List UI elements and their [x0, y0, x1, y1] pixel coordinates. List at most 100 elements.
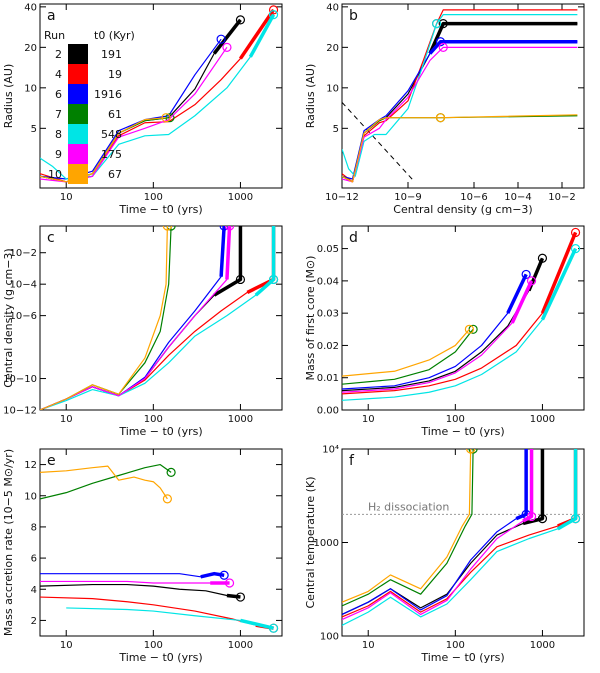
series-line-run-6 — [40, 38, 222, 180]
x-tick-label: 10 — [60, 640, 73, 651]
end-marker — [435, 113, 446, 123]
series-thick-run-9 — [225, 226, 232, 280]
series-line-run-2 — [342, 449, 544, 615]
series-line-run-4 — [342, 9, 578, 183]
legend-swatch — [68, 64, 88, 84]
y-tick-label: 0.01 — [317, 373, 339, 384]
end-marker — [435, 37, 446, 47]
series-thick-run-8 — [254, 226, 276, 297]
plot-area — [342, 227, 581, 401]
series-line-run-7 — [342, 449, 474, 607]
end-marker — [537, 253, 548, 263]
series-line-run-9 — [40, 226, 231, 410]
series-line-run-7 — [40, 463, 172, 500]
legend-run: 4 — [55, 68, 62, 81]
series-thick-run-9 — [522, 449, 534, 523]
series-line-run-7 — [40, 226, 172, 410]
legend-run: 10 — [48, 168, 62, 181]
plot-frame — [341, 225, 585, 411]
x-tick-label: 1000 — [530, 640, 555, 651]
series-line-run-10 — [342, 114, 578, 183]
x-axis-label: Time − t0 (yrs) — [420, 651, 504, 664]
y-tick-label: 0.02 — [317, 341, 339, 352]
y-axis-label: Radius (AU) — [2, 64, 15, 129]
end-marker — [162, 494, 172, 504]
end-marker — [268, 623, 279, 633]
legend-t0: 548 — [101, 128, 122, 141]
y-tick-label: 4 — [31, 585, 37, 596]
series-line-run-8 — [342, 14, 578, 177]
panel-f: 10 100 1000 100 1000 10⁴ Time − t0 (yrs) Centra… — [304, 445, 585, 664]
end-marker — [464, 324, 474, 334]
legend-run: 6 — [55, 88, 62, 101]
y-tick-label: 5 — [31, 124, 37, 135]
y-axis-label: Central density (g cm−3) — [2, 248, 15, 387]
end-marker — [526, 511, 537, 522]
x-tick-label: 10−9 — [394, 192, 421, 203]
legend-run: 7 — [55, 108, 62, 121]
legend-run: 8 — [55, 128, 62, 141]
x-tick-label: 100 — [144, 414, 163, 425]
series-thick-run-6 — [219, 226, 226, 277]
x-tick-label: 1000 — [228, 192, 253, 203]
end-marker — [570, 243, 581, 254]
y-axis-label: Central temperature (K) — [304, 477, 317, 609]
end-marker — [526, 276, 537, 286]
series-line-run-6 — [342, 274, 527, 390]
series-thick-run-4 — [238, 8, 276, 60]
x-axis-label: Time − t0 (yrs) — [118, 203, 202, 216]
y-tick-label: 100 — [320, 632, 339, 643]
end-marker — [235, 592, 246, 602]
end-marker — [224, 226, 235, 231]
plot-frame — [39, 3, 283, 189]
y-tick-label: 0.04 — [317, 276, 339, 287]
legend-run: 2 — [55, 48, 62, 61]
series-line-run-4 — [40, 596, 274, 629]
legend-t0: 19 — [108, 68, 122, 81]
series-line-run-9 — [342, 449, 533, 621]
x-tick-label: 1000 — [228, 640, 253, 651]
x-tick-label: 1000 — [228, 414, 253, 425]
end-marker — [466, 449, 476, 454]
series-thick-run-2 — [226, 593, 241, 599]
end-marker — [235, 15, 246, 25]
panel-b: 10−12 10−9 10−6 10−4 10−2 5 10 20 40 Central dens… — [304, 2, 585, 216]
series-line-run-2 — [40, 583, 241, 598]
series-thick-run-6 — [428, 40, 578, 55]
end-marker — [468, 449, 478, 454]
end-marker — [222, 42, 232, 52]
y-tick-label: 10−2 — [10, 248, 37, 259]
series-thick-run-8 — [540, 247, 578, 321]
plot-frame — [341, 3, 585, 189]
x-axis-label: Time − t0 (yrs) — [420, 425, 504, 438]
series-line-run-8 — [342, 248, 577, 401]
series-line-run-6 — [342, 41, 578, 180]
plot-area — [342, 9, 578, 183]
series-thick-run-9 — [510, 280, 534, 324]
legend-swatch — [68, 124, 88, 144]
panel-e: 10 100 1000 2 4 6 8 10 12 Time − t0 (yrs) Mass acc… — [2, 448, 283, 664]
series-line-run-10 — [40, 226, 168, 410]
legend-swatch — [68, 164, 88, 184]
end-marker — [224, 578, 235, 588]
y-axis-label: Mass accretion rate (10−5 M⊙/yr) — [2, 449, 15, 636]
panel-c: 10 100 1000 10−12 10−10 10−6 10−4 10−2 Time − t0… — [2, 225, 283, 438]
y-tick-label: 10−10 — [3, 374, 37, 385]
legend-swatch — [68, 144, 88, 164]
y-axis-label: Radius (AU) — [304, 64, 317, 129]
x-tick-label: 10−12 — [325, 192, 359, 203]
series-thick-run-8 — [240, 618, 274, 630]
y-tick-label: 8 — [31, 522, 37, 533]
end-marker — [570, 514, 581, 524]
legend-header-t0: t0 (Kyr) — [94, 29, 135, 42]
series-line-run-8 — [40, 226, 275, 410]
legend-run: 9 — [55, 148, 62, 161]
x-tick-label: 100 — [144, 192, 163, 203]
x-tick-label: 10 — [362, 414, 375, 425]
series-thick-run-8 — [556, 449, 578, 531]
panel-label: a — [47, 8, 56, 24]
y-tick-label: 20 — [24, 43, 37, 54]
plot-frame — [39, 448, 283, 637]
end-marker — [162, 226, 172, 231]
y-tick-label: 12 — [24, 460, 37, 471]
